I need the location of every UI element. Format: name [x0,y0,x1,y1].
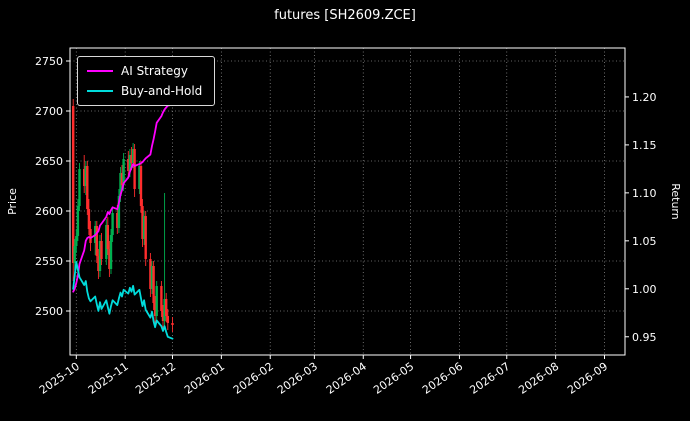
y-left-tick-label: 2700 [35,105,63,118]
x-tick-label: 2026-01 [182,360,227,397]
x-tick-label: 2025-11 [86,360,131,397]
y-left-tick-label: 2500 [35,305,63,318]
y-right-tick-label: 1.15 [632,139,657,152]
legend: AI Strategy Buy-and-Hold [77,56,216,106]
legend-line-buy-and-hold-icon [87,90,113,92]
x-tick-label: 2026-07 [467,360,512,397]
y-right-tick-label: 1.20 [632,91,657,104]
y-right-tick-label: 1.05 [632,235,657,248]
y-right-tick-label: 0.95 [632,331,657,344]
x-tick-label: 2026-04 [324,360,369,397]
x-tick-label: 2026-08 [516,360,561,397]
x-tick-label: 2025-12 [133,360,178,397]
x-tick-label: 2026-02 [231,360,276,397]
legend-label-ai-strategy: AI Strategy [121,64,188,78]
legend-label-buy-and-hold: Buy-and-Hold [121,84,203,98]
y-axis-label-right: Return [669,183,682,220]
series-line-ai-strategy [72,103,174,293]
legend-line-ai-strategy-icon [87,70,113,72]
x-tick-label: 2026-03 [275,360,320,397]
chart-title: futures [SH2609.ZCE] [274,8,416,23]
x-tick-label: 2025-10 [37,360,82,397]
y-right-tick-label: 1.00 [632,283,657,296]
plot-border [69,47,626,356]
series-line-buy-and-hold [72,260,174,340]
x-tick-label: 2026-05 [371,360,416,397]
y-left-tick-label: 2600 [35,205,63,218]
y-left-tick-label: 2650 [35,155,63,168]
y-left-tick-label: 2550 [35,255,63,268]
y-right-tick-label: 1.10 [632,187,657,200]
x-tick-label: 2026-06 [420,360,465,397]
y-left-tick-label: 2750 [35,55,63,68]
legend-item-buy-and-hold: Buy-and-Hold [87,85,202,97]
x-tick-label: 2026-09 [565,360,610,397]
legend-item-ai-strategy: AI Strategy [87,65,202,77]
y-axis-label-left: Price [6,188,19,215]
